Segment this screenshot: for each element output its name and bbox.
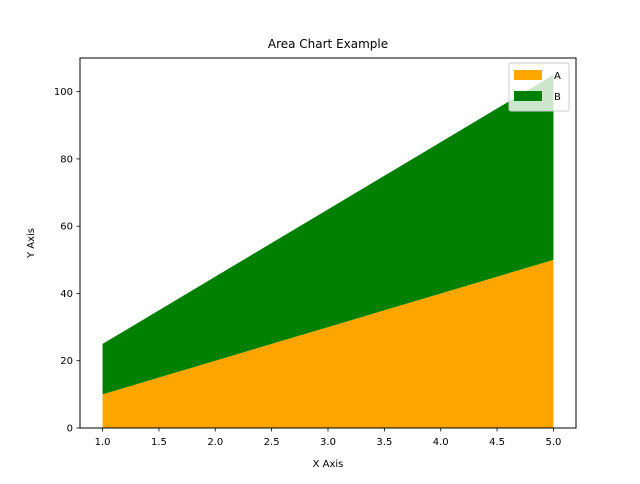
x-tick-label: 3.0 [320,437,336,448]
x-tick-label: 5.0 [546,437,562,448]
areas-layer [102,74,554,428]
legend-label-a: A [554,71,561,82]
y-tick-label: 100 [54,87,73,98]
y-tick-label: 60 [60,222,73,233]
area-series-b [102,74,554,395]
legend-label-b: B [554,92,561,103]
y-tick-label: 0 [67,424,73,435]
x-tick-label: 2.5 [264,437,280,448]
y-axis-label: Y Axis [26,228,37,259]
legend: AB [508,62,570,112]
x-axis-label: X Axis [313,459,344,470]
x-axis: 1.0 1.5 2.0 2.5 3.0 3.5 4.0 4.5 5.0 [95,428,562,448]
y-tick-label: 40 [60,289,73,300]
area-series-a [102,259,554,428]
y-tick-label: 80 [60,154,73,165]
x-tick-label: 4.5 [489,437,505,448]
y-axis: 0 20 40 60 80 100 [54,87,80,435]
chart-title: Area Chart Example [268,37,388,51]
x-tick-label: 3.5 [376,437,392,448]
legend-swatch-b [514,91,542,101]
y-tick-label: 20 [60,356,73,367]
x-tick-label: 2.0 [207,437,223,448]
legend-swatch-a [514,70,542,80]
x-tick-label: 4.0 [433,437,449,448]
x-tick-label: 1.0 [95,437,111,448]
x-tick-label: 1.5 [151,437,167,448]
